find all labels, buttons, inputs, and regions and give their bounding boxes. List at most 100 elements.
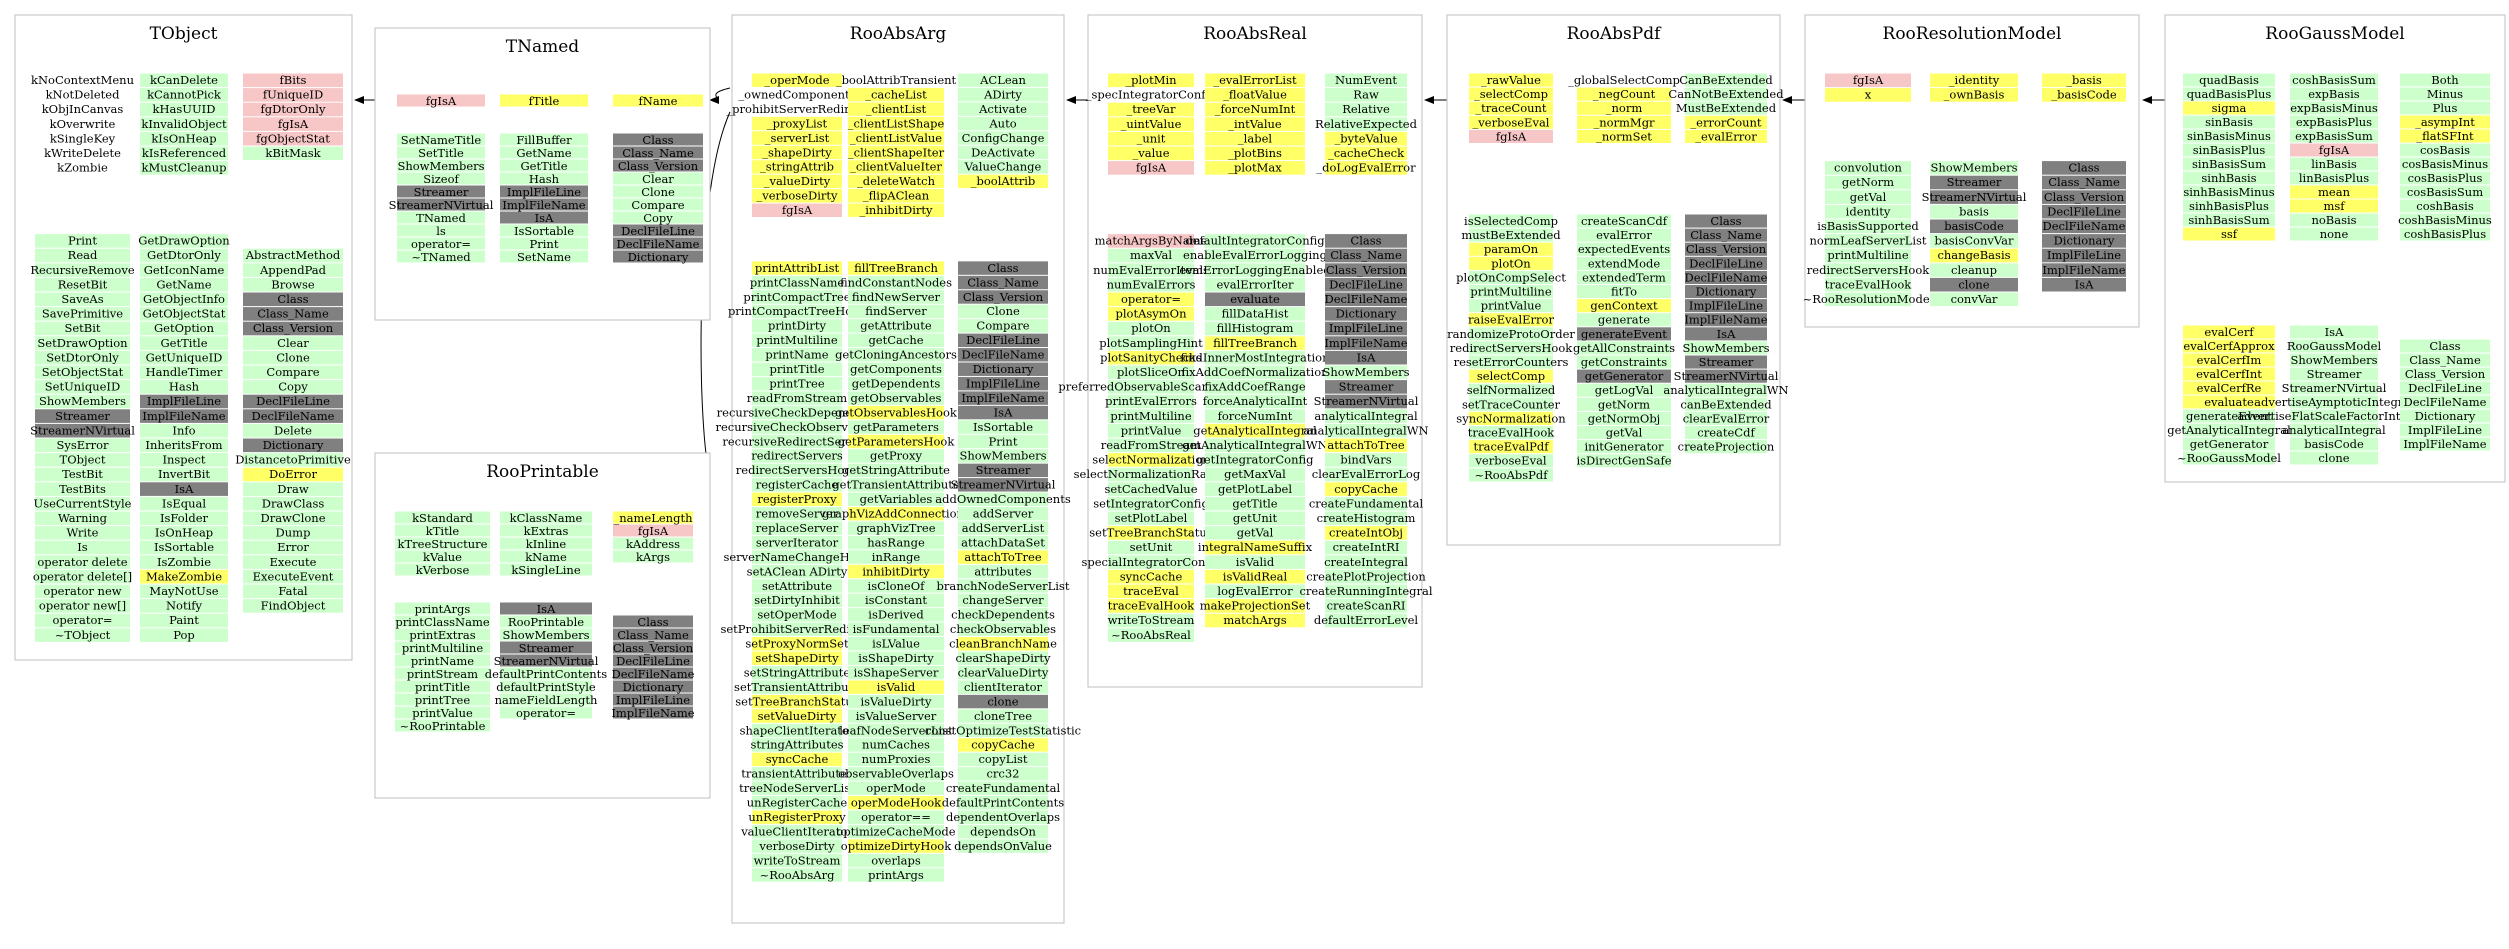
member-convolution: convolution bbox=[1825, 161, 1911, 175]
member-highlight bbox=[140, 117, 228, 131]
member-flatsfint: _flatSFInt bbox=[2400, 129, 2490, 143]
member-label: ShowMembers bbox=[39, 394, 126, 408]
member-label: nameFieldLength bbox=[495, 693, 598, 707]
member-highlight bbox=[35, 409, 130, 423]
member-highlight bbox=[1108, 146, 1194, 161]
member-label: printClassName bbox=[750, 275, 845, 289]
member-highlight bbox=[752, 449, 842, 463]
member-highlight bbox=[848, 145, 944, 160]
member-label: SetObjectStat bbox=[42, 365, 124, 379]
member-highlight bbox=[958, 680, 1048, 694]
member-highlight bbox=[752, 507, 842, 521]
member-label: printTitle bbox=[415, 680, 470, 694]
member-highlight bbox=[1205, 73, 1305, 88]
member-recursiveredirectservers: recursiveRedirectServers bbox=[722, 434, 871, 448]
member-declfileline: DeclFileLine bbox=[1325, 277, 1407, 292]
member-label: findConstantNodes bbox=[840, 275, 952, 289]
member-highlight bbox=[1205, 394, 1305, 409]
member-rooabsarg: ~RooAbsArg bbox=[752, 868, 842, 882]
member-highlight bbox=[1469, 228, 1553, 242]
member-evaluate: evaluate bbox=[1205, 292, 1305, 307]
member-label: evalErrorIter bbox=[1216, 277, 1294, 291]
member-label: selectComp bbox=[1477, 369, 1545, 383]
member-numcaches: numCaches bbox=[848, 738, 944, 752]
member-label: _rawValue bbox=[1481, 73, 1541, 87]
member-label: GetDtorOnly bbox=[147, 248, 221, 262]
member-plotbins: _plotBins bbox=[1205, 146, 1305, 161]
member-highlight bbox=[35, 423, 130, 438]
member-label: serverIterator bbox=[756, 535, 839, 549]
member-highlight bbox=[848, 333, 944, 348]
member-highlight bbox=[848, 348, 944, 362]
member-label: kStandard bbox=[412, 511, 473, 525]
member-label: plotOn bbox=[1491, 256, 1531, 270]
member-highlight bbox=[2042, 204, 2126, 219]
member-label: createIntegral bbox=[1324, 555, 1408, 569]
member-label: kBitMask bbox=[265, 146, 321, 160]
member-traceevalhook: traceEvalHook bbox=[1468, 426, 1556, 440]
member-clientlist: _clientList bbox=[848, 102, 944, 116]
member-highlight bbox=[1577, 383, 1671, 397]
member-label: fillHistogram bbox=[1217, 321, 1294, 335]
member-sinbasissum: sinBasisSum bbox=[2183, 157, 2275, 171]
member-highlight bbox=[2042, 277, 2126, 292]
member-highlight bbox=[2183, 87, 2275, 101]
member-highlight bbox=[243, 496, 343, 511]
member-highlight bbox=[958, 405, 1048, 420]
member-label: getGenerator bbox=[1585, 369, 1664, 383]
member-printstream: printStream bbox=[395, 667, 490, 681]
member-rooprintable: ~RooPrintable bbox=[395, 719, 490, 733]
member-label: copyCache bbox=[971, 738, 1035, 752]
member-highlight bbox=[35, 599, 130, 613]
member-createcdf: createCdf bbox=[1685, 426, 1767, 440]
member-highlight bbox=[752, 290, 842, 304]
member-label: IsA bbox=[994, 405, 1013, 419]
member-label: kArgs bbox=[636, 550, 670, 564]
member-highlight bbox=[2290, 115, 2378, 129]
member-highlight bbox=[1685, 341, 1767, 355]
member-getparametershook: getParametersHook bbox=[838, 434, 956, 448]
member-fbits: fBits bbox=[243, 73, 343, 88]
member-highlight bbox=[1108, 117, 1194, 131]
member-implfilename: ImplFileName bbox=[2400, 437, 2490, 451]
member-highlight bbox=[958, 304, 1048, 319]
member-label: numEvalErrors bbox=[1107, 277, 1196, 291]
member-checkdependents: checkDependents bbox=[951, 608, 1055, 622]
member-label: GetOption bbox=[154, 321, 215, 335]
member-highlight bbox=[2400, 171, 2490, 185]
member-label: forceNumInt bbox=[1218, 409, 1293, 423]
member-highlight bbox=[395, 641, 490, 654]
member-highlight bbox=[1685, 426, 1767, 440]
member-setvaluedirty: setValueDirty bbox=[752, 709, 842, 723]
member-label: basisCode bbox=[2304, 437, 2364, 451]
member-saveas: SaveAs bbox=[35, 292, 130, 307]
member-label: Class bbox=[1350, 234, 1381, 248]
member-label: isValidReal bbox=[1223, 569, 1288, 583]
member-isa: IsA bbox=[500, 602, 592, 616]
member-label: expectedEvents bbox=[1578, 242, 1670, 256]
member-label: clearEvalError bbox=[1683, 411, 1770, 425]
member-mean: mean bbox=[2290, 185, 2378, 199]
member-showmembers: ShowMembers bbox=[2290, 353, 2378, 367]
member-highlight bbox=[848, 463, 944, 478]
member-label: StreamerNVirtual bbox=[1674, 369, 1779, 383]
member-printvalue: printValue bbox=[1469, 299, 1553, 313]
member-highlight bbox=[1325, 73, 1407, 88]
member-label: addServer bbox=[973, 507, 1034, 521]
member-getname: GetName bbox=[140, 277, 228, 292]
member-activate: Activate bbox=[958, 102, 1048, 116]
member-highlight bbox=[500, 524, 592, 537]
member-generateevent: generateEvent bbox=[2183, 409, 2275, 423]
member-label: getTitle bbox=[1232, 496, 1277, 510]
member-label: Print bbox=[530, 237, 559, 251]
member-label: _clientListShape bbox=[848, 116, 945, 130]
member-label: copyCache bbox=[1334, 482, 1398, 496]
member-streamer: Streamer bbox=[1685, 355, 1767, 369]
member-label: verboseEval bbox=[1474, 454, 1547, 468]
member-setstringattribute: setStringAttribute bbox=[744, 665, 851, 679]
member-label: plotSanityChecks bbox=[1100, 350, 1202, 364]
member-label: getGenerator bbox=[2190, 437, 2269, 451]
member-highlight bbox=[848, 767, 944, 781]
member-rooresolutionmodel: ~RooResolutionModel bbox=[1803, 292, 1934, 307]
member-kwritedelete: kWriteDelete bbox=[44, 146, 121, 160]
